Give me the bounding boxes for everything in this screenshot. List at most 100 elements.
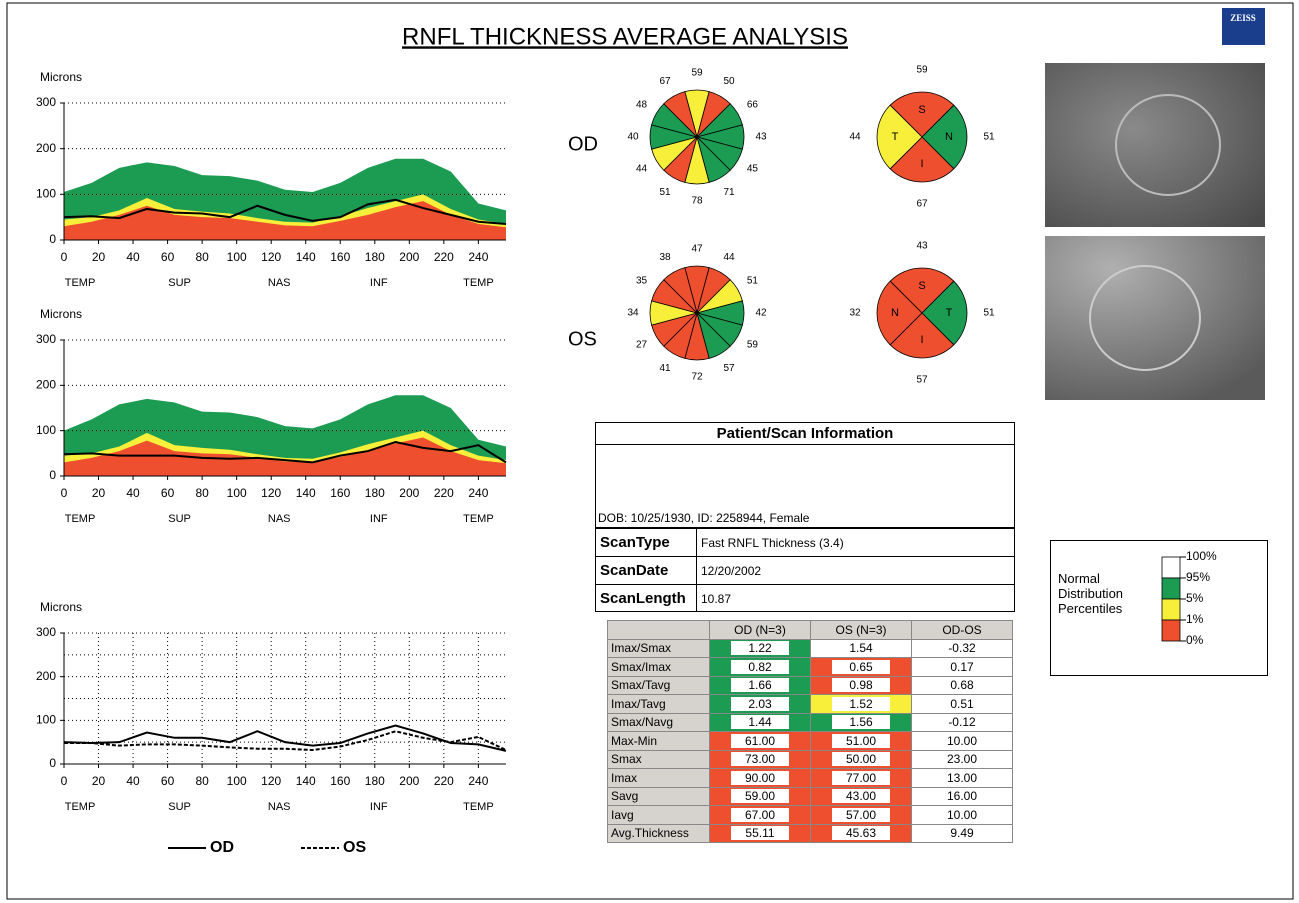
metrics-cell: 16.00 <box>912 787 1013 806</box>
sector-value: 59 <box>747 340 759 351</box>
x-tick-label: 80 <box>195 486 209 500</box>
y-tick-label: 100 <box>36 713 56 727</box>
metrics-cell: 0.65 <box>811 658 912 677</box>
metrics-label: Smax <box>608 750 710 769</box>
x-tick-label: 100 <box>227 774 247 788</box>
scan-key: ScanType <box>596 529 697 557</box>
sector-value: 48 <box>636 100 648 111</box>
sector-label: S <box>918 104 925 116</box>
metrics-cell: 43.00 <box>811 787 912 806</box>
metrics-cell: 10.00 <box>912 732 1013 751</box>
scan-key: ScanLength <box>596 585 697 613</box>
x-tick-label: 240 <box>468 486 488 500</box>
metrics-value: 43.00 <box>832 789 890 803</box>
sector-value: 35 <box>636 276 648 287</box>
sector-value: 71 <box>723 187 735 198</box>
x-tick-label: 60 <box>161 774 175 788</box>
x-tick-label: 180 <box>365 486 385 500</box>
metrics-cell: 2.03 <box>710 695 811 714</box>
sector-value: 40 <box>627 132 639 143</box>
metrics-cell: 23.00 <box>912 750 1013 769</box>
sector-value: 43 <box>916 241 928 252</box>
sector-value: 27 <box>636 340 648 351</box>
sector-value: 78 <box>691 196 703 207</box>
metrics-value: 0.82 <box>731 660 789 674</box>
metrics-value: 59.00 <box>731 789 789 803</box>
metrics-value: 2.03 <box>731 697 789 711</box>
metrics-cell: 61.00 <box>710 732 811 751</box>
metrics-cell: 10.00 <box>912 806 1013 825</box>
logo-text: ZEISS <box>1230 13 1256 23</box>
sector-label: I <box>920 334 923 346</box>
y-axis-label: Microns <box>40 307 82 321</box>
metrics-cell: 67.00 <box>710 806 811 825</box>
eye-label: OS <box>568 328 597 350</box>
sector-value: 47 <box>691 244 703 255</box>
x-tick-label: 60 <box>161 486 175 500</box>
metrics-cell: 45.63 <box>811 824 912 843</box>
scan-value: Fast RNFL Thickness (3.4) <box>697 529 1015 557</box>
metrics-cell: 51.00 <box>811 732 912 751</box>
sector-label: S <box>918 280 925 292</box>
x-tick-label: 120 <box>261 774 281 788</box>
sector-value: 41 <box>659 363 671 374</box>
metrics-label: Imax/Smax <box>608 639 710 658</box>
metrics-value: 45.63 <box>832 826 890 840</box>
scan-row: ScanDate12/20/2002 <box>596 557 1014 585</box>
region-label: TEMP <box>65 277 96 289</box>
metrics-row: Smax/Imax0.820.650.17 <box>608 658 1013 677</box>
sector-value: 51 <box>659 187 671 198</box>
x-tick-label: 40 <box>126 486 140 500</box>
report-title: RNFL THICKNESS AVERAGE ANALYSIS <box>402 23 848 50</box>
metrics-row: Smax73.0050.0023.00 <box>608 750 1013 769</box>
data-line <box>64 726 506 751</box>
metrics-cell: 0.17 <box>912 658 1013 677</box>
sector-value: 44 <box>849 132 861 143</box>
metrics-cell: 50.00 <box>811 750 912 769</box>
metrics-cell: 13.00 <box>912 769 1013 788</box>
y-tick-label: 100 <box>36 423 56 437</box>
y-tick-label: 0 <box>49 756 56 770</box>
x-tick-label: 0 <box>61 250 68 264</box>
metrics-value: 57.00 <box>832 808 890 822</box>
y-tick-label: 100 <box>36 187 56 201</box>
metrics-value: 50.00 <box>832 752 890 766</box>
x-tick-label: 40 <box>126 250 140 264</box>
x-tick-label: 60 <box>161 250 175 264</box>
y-tick-label: 0 <box>49 232 56 246</box>
x-tick-label: 120 <box>261 250 281 264</box>
metrics-value: 90.00 <box>731 771 789 785</box>
y-tick-label: 200 <box>36 141 56 155</box>
metrics-value: 0.65 <box>832 660 890 674</box>
metrics-cell: 57.00 <box>811 806 912 825</box>
region-label: NAS <box>268 277 291 289</box>
sector-value: 42 <box>755 308 767 319</box>
metrics-label: Max-Min <box>608 732 710 751</box>
x-tick-label: 160 <box>330 250 350 264</box>
y-tick-label: 300 <box>36 95 56 109</box>
y-axis-label: Microns <box>40 600 82 614</box>
scan-row: ScanLength10.87 <box>596 585 1014 613</box>
metrics-cell: 90.00 <box>710 769 811 788</box>
x-tick-label: 140 <box>296 250 316 264</box>
scan-value: 12/20/2002 <box>697 557 1015 585</box>
region-label: SUP <box>168 801 191 813</box>
demographics-text: DOB: 10/25/1930, ID: 2258944, Female <box>598 511 809 525</box>
x-tick-label: 160 <box>330 774 350 788</box>
metrics-table: OD (N=3)OS (N=3)OD-OSImax/Smax1.221.54-0… <box>607 620 1013 843</box>
sector-value: 45 <box>747 164 759 175</box>
sector-value: 59 <box>916 65 928 76</box>
metrics-cell: 55.11 <box>710 824 811 843</box>
region-label: SUP <box>168 277 191 289</box>
y-tick-label: 200 <box>36 669 56 683</box>
patient-demographics: DOB: 10/25/1930, ID: 2258944, Female <box>596 445 1014 528</box>
y-tick-label: 300 <box>36 625 56 639</box>
sector-label: N <box>891 307 899 319</box>
scan-row: ScanTypeFast RNFL Thickness (3.4) <box>596 529 1014 557</box>
sector-value: 59 <box>691 68 703 79</box>
x-tick-label: 20 <box>92 774 106 788</box>
metrics-cell: 1.44 <box>710 713 811 732</box>
